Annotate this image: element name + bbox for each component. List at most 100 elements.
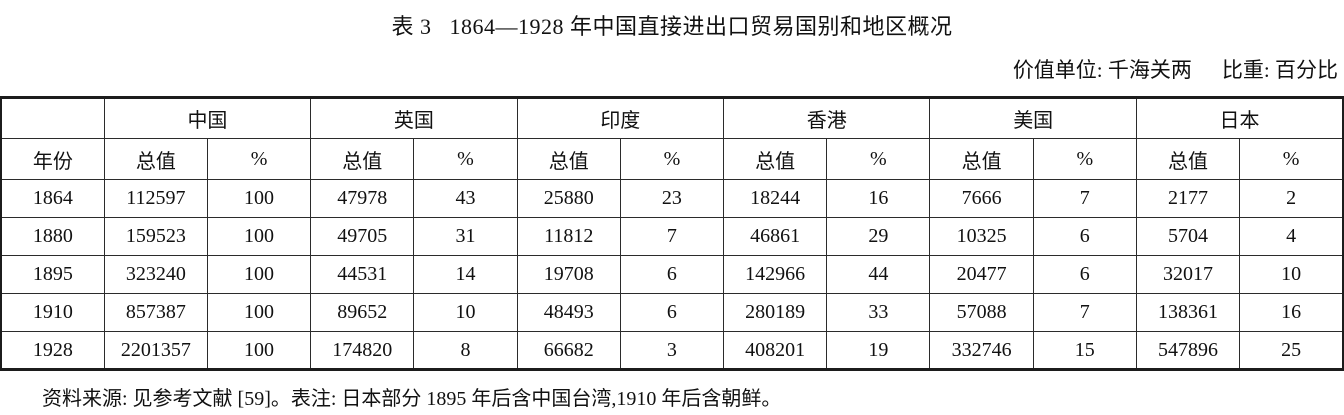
data-cell: 6 — [619, 255, 725, 294]
data-cell: 174820 — [310, 331, 415, 370]
data-cell: 66682 — [516, 331, 621, 370]
data-cell: 10 — [413, 293, 518, 332]
data-cell: 8 — [413, 331, 518, 370]
data-cell: 11812 — [516, 217, 621, 256]
table-row-1880: 1880 159523 100 49705 31 11812 7 46861 2… — [0, 217, 1344, 256]
data-cell: 100 — [206, 331, 312, 370]
group-header-japan: 日本 — [1135, 97, 1344, 139]
paper-page: 表 3 1864—1928 年中国直接进出口贸易国别和地区概况 价值单位: 千海关… — [0, 9, 1344, 415]
value-header-cell: 总值 — [310, 138, 415, 180]
data-cell: 25 — [1239, 331, 1344, 370]
data-cell: 100 — [206, 179, 312, 218]
data-cell: 6 — [1032, 217, 1137, 256]
data-cell: 10 — [1239, 255, 1344, 294]
data-cell: 7666 — [929, 179, 1034, 218]
percent-header-cell: % — [619, 138, 725, 180]
table-row-1910: 1910 857387 100 89652 10 48493 6 280189 … — [0, 293, 1344, 332]
data-cell: 44 — [826, 255, 931, 294]
data-cell: 48493 — [516, 293, 621, 332]
data-cell: 408201 — [723, 331, 828, 370]
percent-header-cell: % — [826, 138, 931, 180]
data-cell: 10325 — [929, 217, 1034, 256]
data-cell: 46861 — [723, 217, 828, 256]
table-row-1928: 1928 2201357 100 174820 8 66682 3 408201… — [0, 331, 1344, 370]
data-cell: 16 — [1239, 293, 1344, 332]
corner-cell — [0, 97, 105, 139]
data-cell: 23 — [619, 179, 725, 218]
data-cell: 89652 — [310, 293, 415, 332]
year-header-cell: 年份 — [0, 138, 105, 180]
year-cell: 1864 — [0, 179, 105, 218]
group-header-china: 中国 — [103, 97, 312, 139]
percent-header-cell: % — [206, 138, 312, 180]
value-header-cell: 总值 — [723, 138, 828, 180]
data-cell: 25880 — [516, 179, 621, 218]
data-cell: 19 — [826, 331, 931, 370]
year-cell: 1880 — [0, 217, 105, 256]
source-note: 资料来源: 见参考文献 [59]。表注: 日本部分 1895 年后含中国台湾,1… — [42, 388, 782, 410]
data-cell: 57088 — [929, 293, 1034, 332]
value-unit-note: 价值单位: 千海关两 — [1012, 58, 1192, 82]
percent-header-cell: % — [1032, 138, 1137, 180]
data-cell: 3 — [619, 331, 725, 370]
group-header-row: 中国 英国 印度 香港 美国 日本 — [0, 97, 1344, 139]
data-cell: 7 — [619, 217, 725, 256]
table-row-1895: 1895 323240 100 44531 14 19708 6 142966 … — [0, 255, 1344, 294]
data-cell: 29 — [826, 217, 931, 256]
group-header-britain: 英国 — [310, 97, 518, 139]
data-cell: 49705 — [310, 217, 415, 256]
data-cell: 2201357 — [103, 331, 208, 370]
table-caption: 1864—1928 年中国直接进出口贸易国别和地区概况 — [449, 14, 953, 39]
group-header-india: 印度 — [516, 97, 725, 139]
subheader-row: 年份 总值 % 总值 % 总值 % 总值 % 总值 % 总值 % — [0, 138, 1344, 180]
data-cell: 2 — [1239, 179, 1344, 218]
data-cell: 32017 — [1135, 255, 1241, 294]
group-header-hongkong: 香港 — [723, 97, 931, 139]
data-cell: 857387 — [103, 293, 208, 332]
group-header-usa: 美国 — [929, 97, 1137, 139]
data-cell: 100 — [206, 255, 312, 294]
data-cell: 138361 — [1135, 293, 1241, 332]
year-cell: 1928 — [0, 331, 105, 370]
data-cell: 2177 — [1135, 179, 1241, 218]
year-cell: 1910 — [0, 293, 105, 332]
data-cell: 47978 — [310, 179, 415, 218]
data-cell: 323240 — [103, 255, 208, 294]
percent-unit-note: 比重: 百分比 — [1221, 58, 1338, 82]
data-cell: 6 — [1032, 255, 1137, 294]
value-header-cell: 总值 — [103, 138, 208, 180]
data-cell: 100 — [206, 293, 312, 332]
percent-header-cell: % — [413, 138, 518, 180]
data-cell: 6 — [619, 293, 725, 332]
data-cell: 142966 — [723, 255, 828, 294]
data-cell: 7 — [1032, 179, 1137, 218]
data-cell: 18244 — [723, 179, 828, 218]
data-cell: 5704 — [1135, 217, 1241, 256]
value-header-cell: 总值 — [929, 138, 1034, 180]
data-cell: 14 — [413, 255, 518, 294]
data-cell: 112597 — [103, 179, 208, 218]
data-cell: 31 — [413, 217, 518, 256]
percent-header-cell: % — [1239, 138, 1344, 180]
data-cell: 20477 — [929, 255, 1034, 294]
table-title: 表 3 1864—1928 年中国直接进出口贸易国别和地区概况 — [0, 9, 1344, 41]
data-cell: 332746 — [929, 331, 1034, 370]
data-cell: 43 — [413, 179, 518, 218]
data-cell: 19708 — [516, 255, 621, 294]
data-cell: 7 — [1032, 293, 1137, 332]
data-cell: 44531 — [310, 255, 415, 294]
data-cell: 159523 — [103, 217, 208, 256]
data-cell: 4 — [1239, 217, 1344, 256]
trade-table: 中国 英国 印度 香港 美国 日本 年份 总值 % 总值 % 总值 % 总值 %… — [0, 96, 1344, 371]
value-header-cell: 总值 — [1135, 138, 1241, 180]
data-cell: 15 — [1032, 331, 1137, 370]
table-row-1864: 1864 112597 100 47978 43 25880 23 18244 … — [0, 179, 1344, 218]
year-cell: 1895 — [0, 255, 105, 294]
data-cell: 16 — [826, 179, 931, 218]
data-cell: 100 — [206, 217, 312, 256]
table-number-label: 表 3 — [391, 14, 432, 39]
units-note: 价值单位: 千海关两 比重: 百分比 — [0, 54, 1344, 84]
data-cell: 547896 — [1135, 331, 1241, 370]
data-cell: 33 — [826, 293, 931, 332]
value-header-cell: 总值 — [516, 138, 621, 180]
